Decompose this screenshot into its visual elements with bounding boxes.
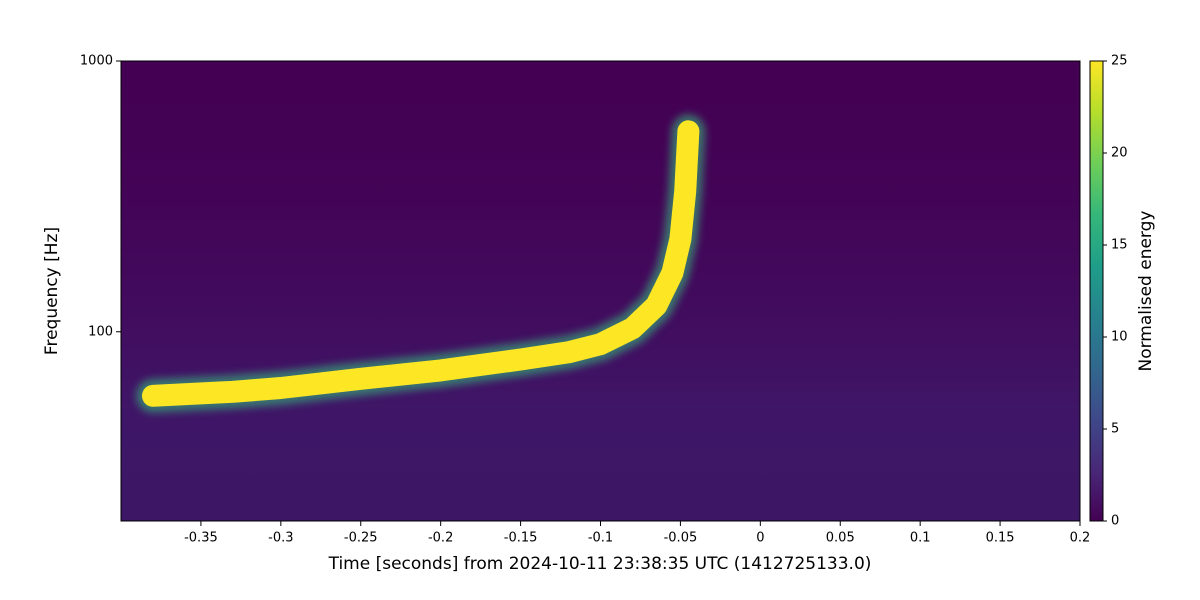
x-tick-label: 0.2 <box>1070 531 1091 546</box>
x-tick-label: 0 <box>756 531 764 546</box>
y-tick-label: 100 <box>88 324 113 339</box>
x-tick-label: 0.1 <box>910 531 931 546</box>
colorbar-tick-label: 25 <box>1111 54 1128 69</box>
x-tick-label: -0.3 <box>268 531 293 546</box>
colorbar-tick-label: 15 <box>1111 238 1128 253</box>
x-tick-label: 0.05 <box>826 531 855 546</box>
x-tick-label: -0.2 <box>428 531 453 546</box>
colorbar-tick-label: 5 <box>1111 422 1119 437</box>
y-axis-label: Frequency [Hz] <box>42 227 62 355</box>
colorbar <box>1089 60 1104 522</box>
plot-area <box>136 114 706 413</box>
x-tick-label: -0.05 <box>664 531 698 546</box>
colorbar-tick-label: 20 <box>1111 146 1128 161</box>
x-tick-label: -0.35 <box>184 531 218 546</box>
colorbar-label: Normalised energy <box>1136 211 1156 372</box>
x-tick-label: 0.15 <box>986 531 1015 546</box>
x-tick-label: -0.15 <box>504 531 538 546</box>
plot-haze <box>121 61 1080 521</box>
colorbar-tick-label: 0 <box>1111 514 1119 529</box>
chirp-track <box>142 120 700 407</box>
x-axis-label: Time [seconds] from 2024-10-11 23:38:35 … <box>328 554 872 574</box>
y-tick-label: 1000 <box>80 54 113 69</box>
x-tick-label: -0.1 <box>588 531 613 546</box>
x-tick-label: -0.25 <box>344 531 378 546</box>
colorbar-tick-label: 10 <box>1111 330 1128 345</box>
